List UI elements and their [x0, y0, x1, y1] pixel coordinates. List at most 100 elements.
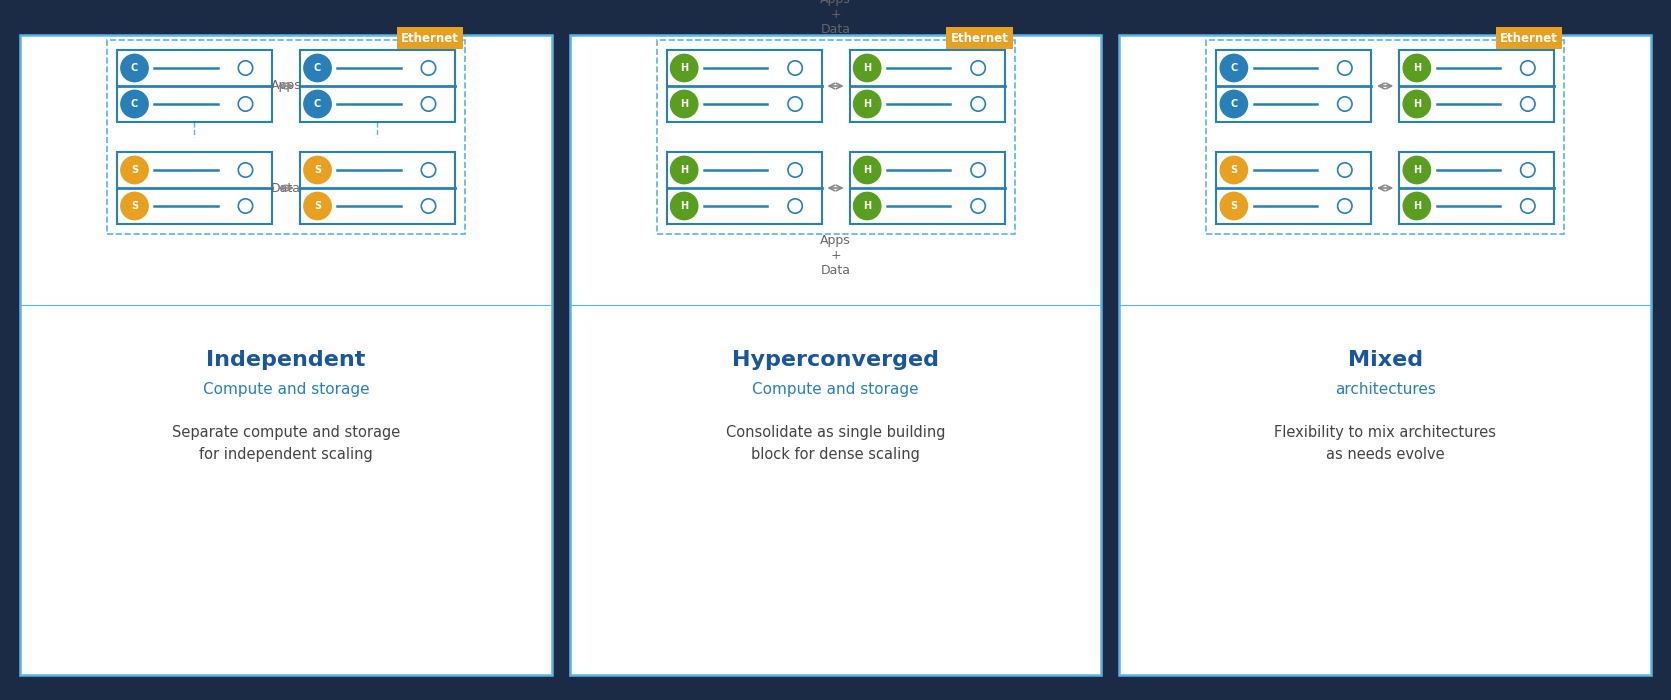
Text: H: H: [864, 99, 871, 109]
Bar: [657, 40, 1014, 234]
Bar: [1399, 152, 1554, 224]
Text: architectures: architectures: [1335, 382, 1435, 397]
Bar: [667, 152, 822, 224]
Circle shape: [1521, 61, 1536, 75]
Text: C: C: [314, 99, 321, 109]
Text: H: H: [864, 63, 871, 73]
Circle shape: [1220, 156, 1248, 183]
Circle shape: [670, 156, 698, 183]
Circle shape: [304, 55, 331, 82]
Text: H: H: [1412, 63, 1420, 73]
Text: Flexibility to mix architectures
as needs evolve: Flexibility to mix architectures as need…: [1275, 425, 1496, 462]
Circle shape: [1220, 55, 1248, 82]
Circle shape: [971, 97, 986, 111]
Text: H: H: [680, 63, 688, 73]
Circle shape: [854, 90, 881, 118]
Circle shape: [1337, 199, 1352, 214]
Circle shape: [1404, 55, 1430, 82]
Circle shape: [239, 61, 252, 75]
Text: Ethernet: Ethernet: [1501, 32, 1557, 45]
Circle shape: [421, 97, 436, 111]
Text: H: H: [680, 99, 688, 109]
Circle shape: [1337, 61, 1352, 75]
Text: C: C: [314, 63, 321, 73]
Circle shape: [1220, 193, 1248, 220]
Circle shape: [421, 163, 436, 177]
Circle shape: [239, 199, 252, 214]
Text: Independent: Independent: [206, 350, 366, 370]
Bar: [1399, 50, 1554, 122]
Circle shape: [120, 90, 149, 118]
Circle shape: [971, 61, 986, 75]
Bar: [1120, 35, 1651, 675]
Text: Ethernet: Ethernet: [401, 32, 460, 45]
Circle shape: [854, 156, 881, 183]
Text: S: S: [130, 201, 139, 211]
Circle shape: [304, 193, 331, 220]
Text: S: S: [314, 165, 321, 175]
Circle shape: [239, 97, 252, 111]
Text: Ethernet: Ethernet: [951, 32, 1008, 45]
Circle shape: [854, 55, 881, 82]
Bar: [20, 35, 551, 675]
Text: H: H: [1412, 99, 1420, 109]
Bar: [1216, 50, 1372, 122]
Text: H: H: [1412, 201, 1420, 211]
Text: S: S: [314, 201, 321, 211]
Text: H: H: [864, 165, 871, 175]
Text: Separate compute and storage
for independent scaling: Separate compute and storage for indepen…: [172, 425, 399, 462]
Bar: [849, 152, 1004, 224]
Text: H: H: [864, 201, 871, 211]
Circle shape: [789, 199, 802, 214]
Text: Consolidate as single building
block for dense scaling: Consolidate as single building block for…: [725, 425, 946, 462]
Text: Compute and storage: Compute and storage: [752, 382, 919, 397]
Text: S: S: [1230, 201, 1238, 211]
Bar: [570, 35, 1101, 675]
Circle shape: [789, 97, 802, 111]
Text: C: C: [130, 63, 139, 73]
Text: H: H: [680, 165, 688, 175]
Circle shape: [1337, 163, 1352, 177]
Text: Apps
+
Data: Apps + Data: [820, 0, 851, 36]
Circle shape: [1521, 97, 1536, 111]
Bar: [299, 50, 455, 122]
Text: Apps: Apps: [271, 80, 301, 92]
Circle shape: [1521, 163, 1536, 177]
Text: C: C: [1230, 99, 1238, 109]
Circle shape: [304, 156, 331, 183]
Circle shape: [421, 61, 436, 75]
Circle shape: [1337, 97, 1352, 111]
Text: Apps
+
Data: Apps + Data: [820, 234, 851, 277]
Text: H: H: [1412, 165, 1420, 175]
Bar: [667, 50, 822, 122]
Text: H: H: [680, 201, 688, 211]
Bar: [107, 40, 465, 234]
Circle shape: [120, 156, 149, 183]
Bar: [117, 50, 272, 122]
Circle shape: [304, 90, 331, 118]
Bar: [1206, 40, 1564, 234]
Text: Compute and storage: Compute and storage: [202, 382, 369, 397]
Bar: [117, 152, 272, 224]
Circle shape: [1404, 90, 1430, 118]
Text: Mixed: Mixed: [1347, 350, 1422, 370]
Circle shape: [670, 90, 698, 118]
Circle shape: [789, 61, 802, 75]
Circle shape: [971, 199, 986, 214]
Circle shape: [120, 55, 149, 82]
Circle shape: [670, 193, 698, 220]
Bar: [299, 152, 455, 224]
Circle shape: [789, 163, 802, 177]
Circle shape: [239, 163, 252, 177]
Circle shape: [1404, 193, 1430, 220]
Circle shape: [120, 193, 149, 220]
Circle shape: [971, 163, 986, 177]
Bar: [1216, 152, 1372, 224]
Circle shape: [421, 199, 436, 214]
Circle shape: [854, 193, 881, 220]
Text: C: C: [130, 99, 139, 109]
Circle shape: [1521, 199, 1536, 214]
Circle shape: [1404, 156, 1430, 183]
Circle shape: [1220, 90, 1248, 118]
Text: S: S: [130, 165, 139, 175]
